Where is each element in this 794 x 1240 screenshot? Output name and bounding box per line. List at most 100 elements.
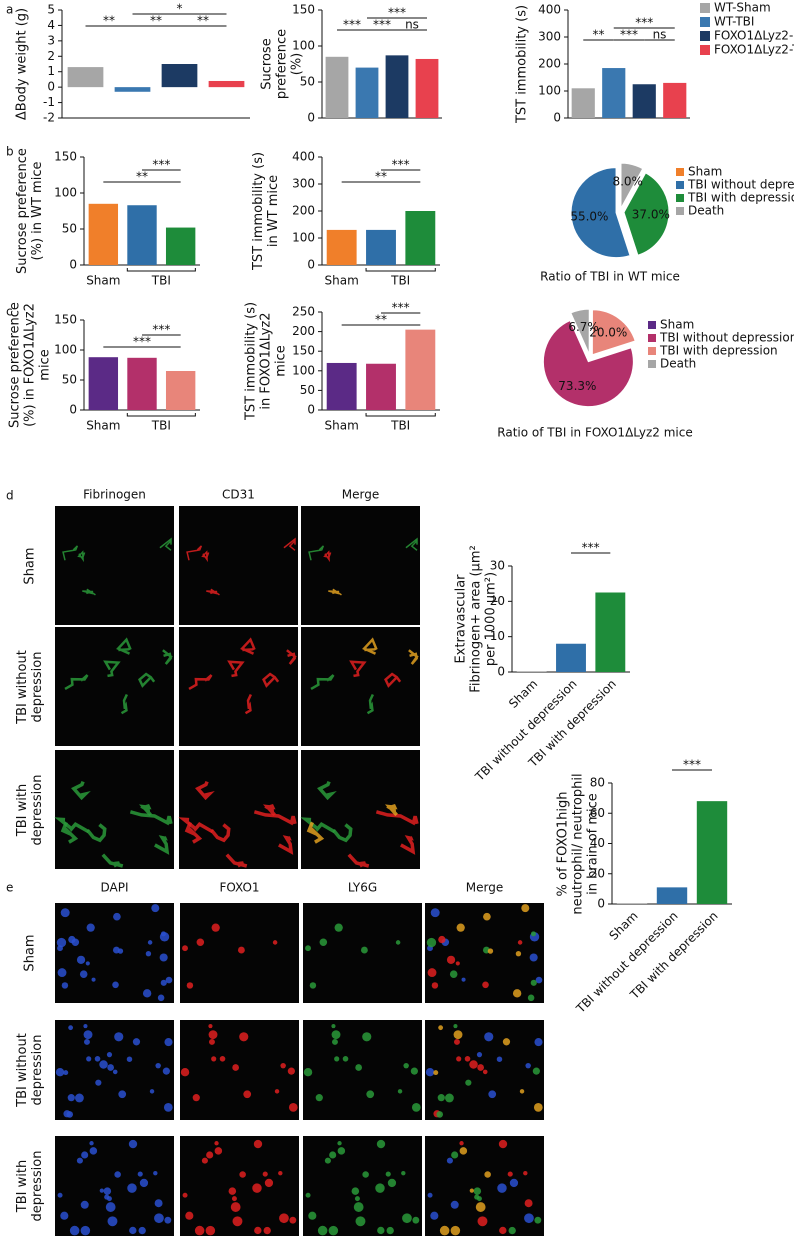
cell — [163, 1103, 173, 1112]
chart-title: Ratio of TBI in WT mice — [540, 270, 680, 284]
significance-label: ** — [103, 14, 115, 28]
micrograph — [301, 627, 420, 746]
cell — [436, 1111, 444, 1118]
cell — [456, 1056, 462, 1062]
bar — [415, 58, 439, 118]
cell — [208, 1030, 218, 1040]
y-tick-label: 2 — [47, 49, 55, 63]
bar — [114, 87, 151, 92]
cell — [355, 1064, 362, 1071]
vessel — [103, 660, 121, 678]
bar — [632, 84, 656, 118]
cell — [254, 1226, 262, 1235]
y-axis-label: TST immobility (s) in WT mice — [251, 151, 281, 271]
legend-label: TBI without depression — [687, 178, 794, 192]
bar — [161, 64, 198, 88]
row-label: TBI without depression — [15, 1033, 45, 1107]
vessel — [384, 803, 398, 817]
cell — [337, 1141, 342, 1146]
y-tick-label: 300 — [292, 177, 315, 191]
x-tick-label: Sham — [606, 909, 640, 943]
slice-label: 8.0% — [612, 174, 643, 188]
row-label: Sham — [22, 546, 38, 585]
cell — [438, 1025, 444, 1031]
vessel — [405, 537, 418, 551]
group-bracket — [365, 413, 436, 417]
cell — [362, 1171, 369, 1178]
y-tick-label: 0 — [553, 111, 561, 125]
group-label: TBI — [390, 419, 410, 433]
bar — [355, 67, 379, 118]
pie-slice — [623, 172, 670, 256]
cell — [232, 1064, 239, 1071]
cell — [94, 1056, 101, 1062]
legend-label: Death — [660, 357, 696, 371]
vessel — [54, 817, 90, 834]
cell — [410, 1067, 418, 1075]
cell — [517, 940, 523, 945]
cell — [342, 1056, 349, 1062]
y-tick-label: 0 — [597, 897, 605, 911]
vessel — [349, 660, 367, 678]
cell — [74, 1093, 84, 1103]
significance-label: *** — [392, 158, 410, 172]
cell — [60, 908, 70, 918]
channel-label: Fibrinogen — [83, 488, 146, 502]
vessel — [101, 853, 124, 868]
vessel — [60, 821, 79, 844]
cell — [403, 1062, 409, 1069]
cell — [425, 1068, 435, 1077]
cell — [157, 994, 165, 1002]
pie-slice — [570, 308, 590, 355]
cell — [331, 1030, 341, 1040]
cell — [477, 1064, 484, 1071]
cell — [86, 1056, 92, 1062]
micrograph — [179, 750, 298, 869]
cell — [81, 1151, 89, 1159]
cell — [85, 961, 90, 966]
bar — [616, 903, 648, 904]
cell — [147, 940, 153, 945]
cell — [530, 979, 537, 986]
vessel — [283, 537, 296, 551]
vessel — [138, 672, 156, 688]
significance-label: *** — [392, 301, 410, 315]
cell — [529, 953, 538, 962]
cell — [107, 1064, 114, 1071]
cell — [106, 1052, 113, 1058]
cell — [482, 981, 489, 989]
cell — [360, 946, 368, 954]
cell — [196, 938, 205, 946]
cell — [83, 1030, 93, 1040]
significance-label: ** — [197, 14, 209, 28]
micrograph — [55, 750, 174, 869]
vessel — [64, 674, 89, 691]
cell — [105, 1202, 116, 1212]
cell — [498, 1139, 508, 1149]
micrograph — [303, 903, 422, 1003]
cell — [455, 961, 460, 966]
vessel — [347, 853, 370, 868]
cell — [185, 1211, 194, 1220]
y-axis-label: Sucrose preference (%) in WT mice — [15, 148, 45, 274]
micrograph — [55, 506, 174, 625]
vessel — [262, 803, 276, 817]
pie-slice — [620, 162, 644, 209]
cell — [95, 1079, 102, 1086]
cell — [165, 976, 173, 984]
cell — [502, 1038, 511, 1046]
micrograph — [55, 627, 174, 746]
legend-label: FOXO1ΔLyz2-Sham — [714, 29, 794, 43]
cell — [519, 1089, 525, 1094]
cell — [464, 1056, 471, 1062]
legend-label: TBI with depression — [687, 191, 794, 205]
vessel — [206, 588, 220, 596]
cell — [57, 968, 67, 977]
slice-label: 6.7% — [568, 320, 599, 334]
cell — [208, 1024, 213, 1029]
cell — [67, 1094, 75, 1102]
bar — [602, 68, 626, 118]
cell — [450, 1200, 459, 1209]
significance-label: ** — [136, 170, 148, 184]
cell — [507, 1171, 513, 1177]
